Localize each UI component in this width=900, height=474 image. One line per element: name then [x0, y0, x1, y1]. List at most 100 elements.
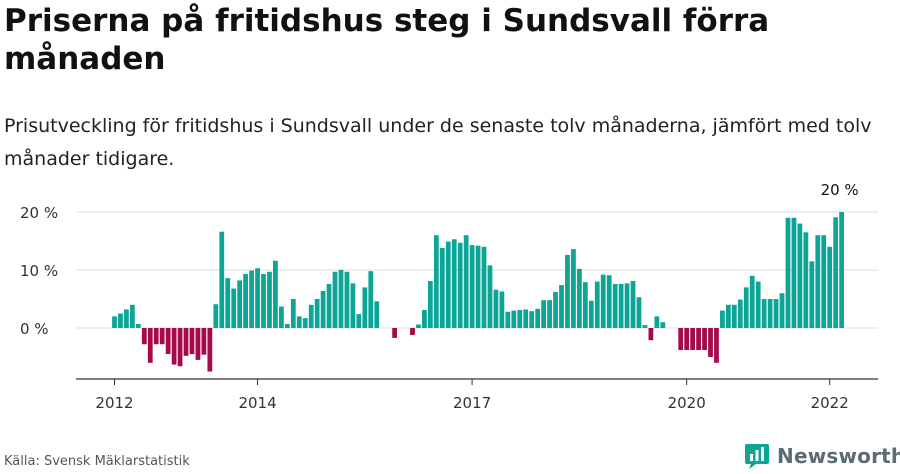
last-value-label: 20 % [821, 181, 859, 199]
bar [237, 280, 243, 328]
bar [219, 231, 225, 328]
bar [654, 316, 660, 328]
bar [630, 281, 636, 328]
bar [207, 328, 213, 372]
bar [445, 241, 451, 328]
bar [821, 235, 827, 328]
bar [124, 309, 129, 328]
bar [696, 328, 701, 351]
bar [678, 328, 684, 351]
bar [731, 304, 737, 328]
bar [118, 313, 123, 328]
bar [410, 328, 415, 335]
bar [648, 328, 654, 341]
x-axis [76, 378, 878, 385]
bar [213, 304, 219, 328]
bar [195, 328, 201, 360]
bar [374, 301, 380, 328]
x-tick-label: 2014 [238, 394, 276, 412]
newsworthy-logo-icon [745, 444, 769, 469]
bar [255, 268, 260, 328]
bar [600, 274, 606, 328]
bar [761, 299, 767, 328]
bar [308, 304, 314, 328]
bar [249, 270, 254, 328]
newsworthy-logo[interactable]: Newsworthy [744, 441, 900, 471]
bar [642, 325, 648, 328]
bar [326, 283, 332, 328]
bar [463, 235, 469, 328]
bar [332, 271, 338, 328]
bar [416, 324, 421, 328]
bar [279, 306, 284, 328]
bar [535, 308, 541, 328]
bar [451, 239, 457, 328]
bar [392, 328, 397, 338]
y-tick-label: 10 % [20, 262, 58, 280]
bar [660, 322, 666, 328]
bar [487, 265, 493, 328]
bar [553, 292, 558, 328]
bar [767, 299, 773, 328]
x-tick-label: 2012 [95, 394, 133, 412]
bar [493, 289, 499, 328]
x-tick-label: 2020 [668, 394, 706, 412]
bar [690, 328, 695, 351]
bar [302, 318, 308, 328]
bars [112, 212, 844, 372]
bar-chart: 20 % 10 % 0 % 2012 2014 2017 2020 2022 20 % [20, 181, 878, 412]
chart-subtitle: Prisutveckling för fritidshus i Sundsval… [4, 115, 872, 170]
bar [582, 282, 588, 328]
bar [743, 287, 749, 328]
bar [261, 274, 266, 328]
bar [159, 328, 165, 345]
bar [130, 304, 135, 328]
bar [183, 328, 189, 356]
bar [577, 268, 582, 328]
bar [171, 328, 177, 365]
bar [779, 293, 785, 328]
bar [702, 328, 707, 351]
bar [469, 245, 475, 328]
bar [720, 310, 725, 328]
bar [362, 287, 368, 328]
bar [177, 328, 183, 367]
bar [225, 278, 231, 328]
bar [201, 328, 207, 355]
bar [290, 299, 296, 328]
bar [541, 300, 546, 328]
bar [588, 300, 594, 328]
bar [708, 328, 713, 357]
bar [505, 311, 511, 328]
bar [284, 323, 290, 328]
bar [511, 310, 517, 328]
bar [422, 310, 427, 328]
bar [547, 300, 552, 328]
bar [517, 310, 523, 328]
x-tick-label: 2022 [811, 394, 849, 412]
bar [529, 311, 535, 328]
brand-name: Newsworthy [777, 444, 900, 468]
source-note: Källa: Svensk Mäklarstatistik [4, 454, 190, 469]
bar [135, 323, 141, 328]
bar [785, 217, 791, 328]
bar [636, 297, 642, 328]
bar [803, 232, 809, 328]
bar [338, 270, 344, 328]
bar [833, 217, 839, 328]
bar [839, 212, 844, 328]
bar [457, 242, 463, 328]
bar [791, 217, 797, 328]
bar [684, 328, 690, 351]
bar [439, 247, 445, 328]
bar [296, 316, 302, 328]
y-tick-label: 0 % [20, 320, 49, 338]
bar [773, 299, 779, 328]
bar [344, 271, 350, 328]
bar [112, 316, 117, 328]
axis-labels: 20 % 10 % 0 % 2012 2014 2017 2020 2022 20 % [20, 181, 859, 412]
bar [815, 235, 821, 328]
bar [189, 328, 195, 355]
bar [356, 314, 362, 328]
bar [594, 281, 600, 328]
